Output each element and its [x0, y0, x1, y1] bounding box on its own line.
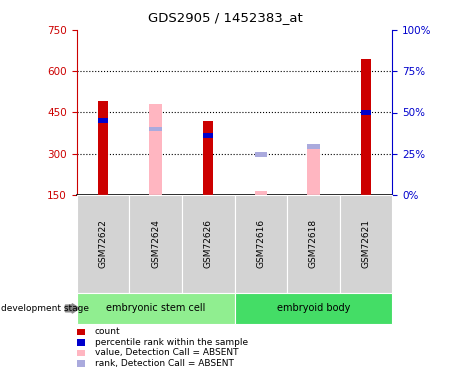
Text: rank, Detection Call = ABSENT: rank, Detection Call = ABSENT	[95, 359, 234, 368]
Bar	[203, 134, 213, 138]
Text: development stage: development stage	[1, 304, 89, 313]
Bar	[361, 110, 371, 115]
Bar	[361, 59, 371, 195]
Text: GSM72626: GSM72626	[204, 219, 213, 268]
Text: value, Detection Call = ABSENT: value, Detection Call = ABSENT	[95, 348, 238, 357]
Text: embryonic stem cell: embryonic stem cell	[106, 303, 205, 313]
Text: embryoid body: embryoid body	[277, 303, 350, 313]
Text: GSM72624: GSM72624	[151, 219, 160, 268]
Bar	[203, 121, 213, 195]
Text: GSM72618: GSM72618	[309, 219, 318, 268]
Text: GDS2905 / 1452383_at: GDS2905 / 1452383_at	[148, 11, 303, 24]
Text: GSM72621: GSM72621	[362, 219, 371, 268]
Bar	[149, 104, 162, 195]
Bar	[98, 118, 108, 123]
Text: percentile rank within the sample: percentile rank within the sample	[95, 338, 248, 347]
Bar	[255, 191, 267, 195]
Bar	[307, 149, 320, 195]
Text: GSM72616: GSM72616	[256, 219, 265, 268]
Text: GSM72622: GSM72622	[98, 219, 107, 268]
Text: count: count	[95, 327, 120, 336]
Bar	[149, 126, 162, 132]
Bar	[98, 102, 108, 195]
Bar	[255, 152, 267, 157]
Bar	[307, 144, 320, 148]
